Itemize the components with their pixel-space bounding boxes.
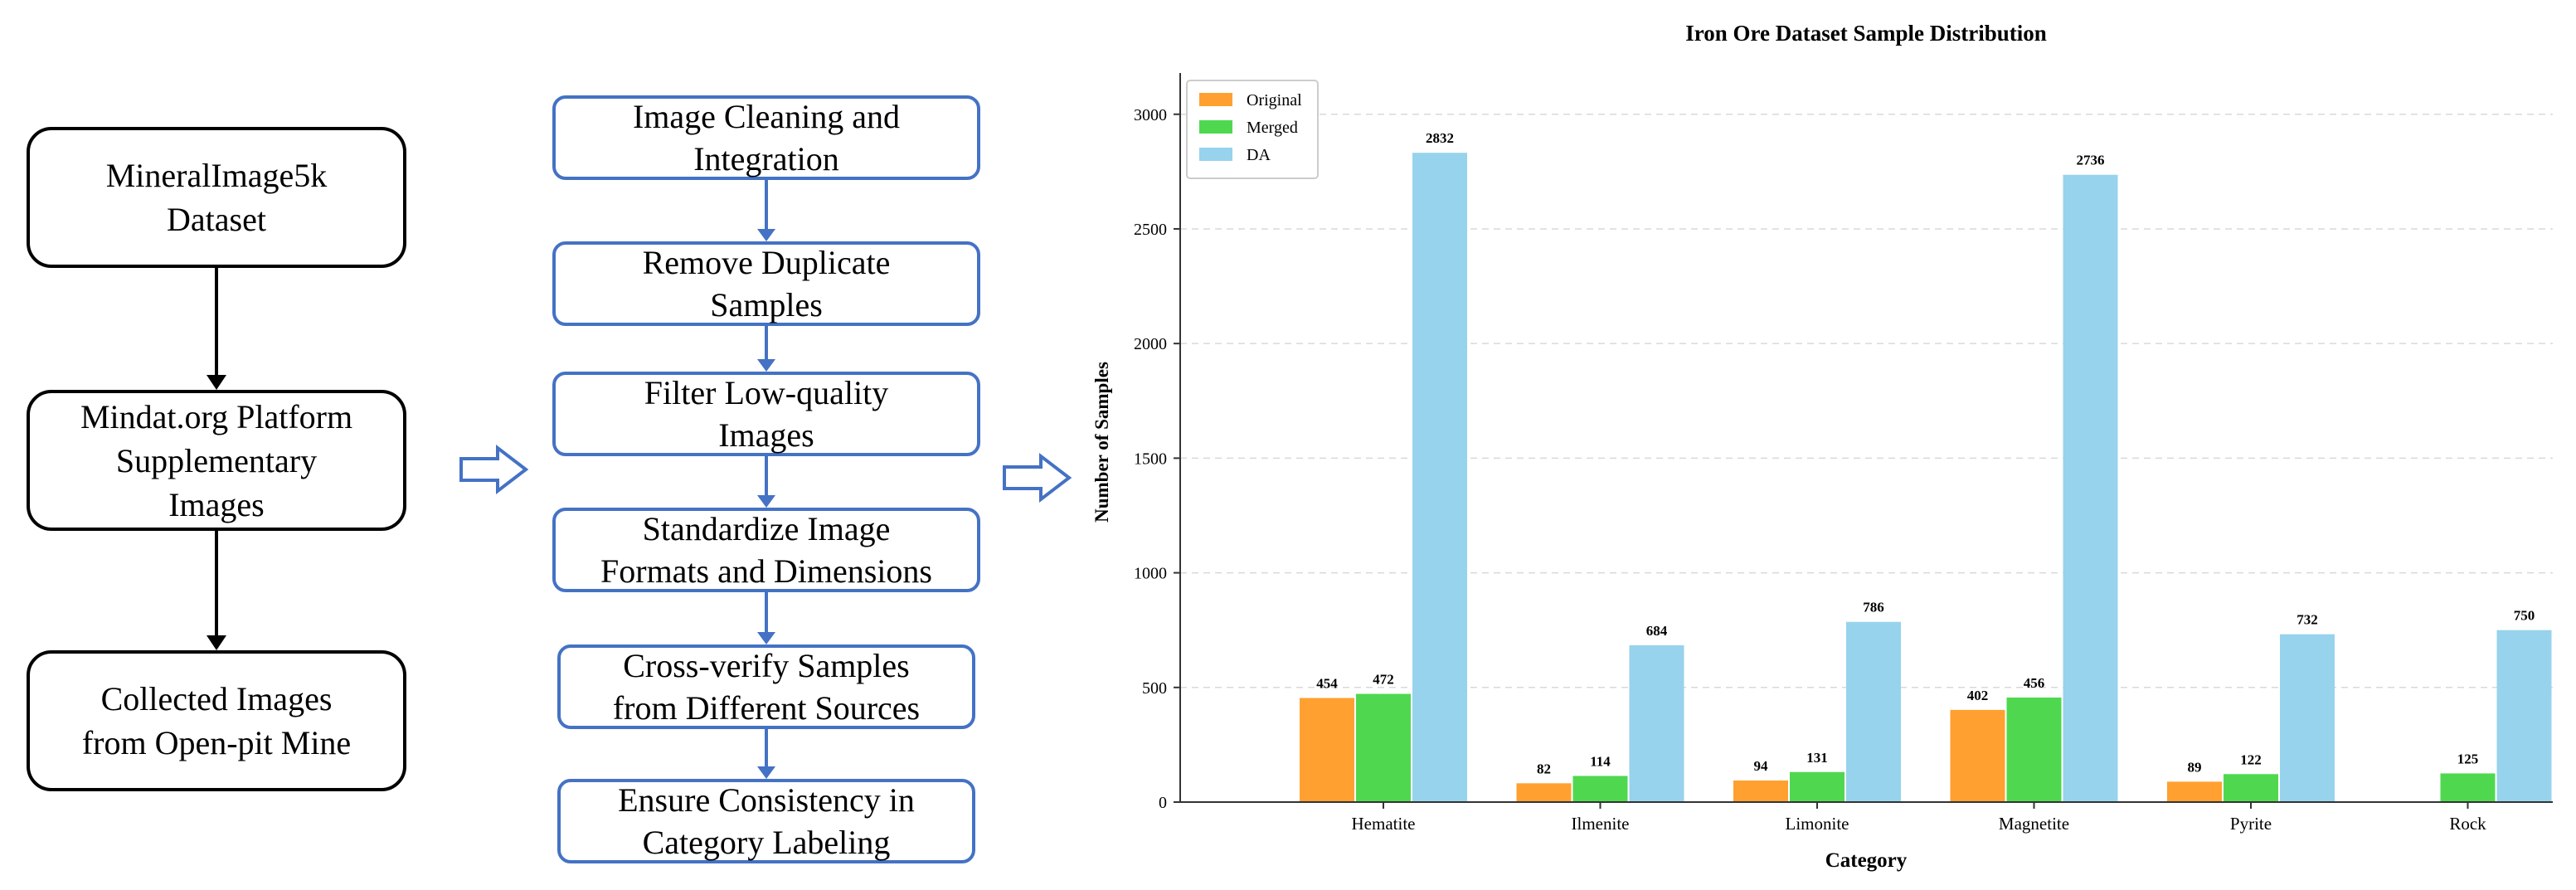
mid-connector (757, 326, 775, 372)
mid-step-consistency: Ensure Consistency in Category Labeling (557, 779, 975, 863)
legend-swatch (1199, 93, 1232, 106)
bar-chart: Iron Ore Dataset Sample Distribution Num… (1091, 21, 2553, 872)
mid-step-label: Image Cleaning and Integration (632, 98, 901, 178)
data-label: 131 (1806, 750, 1828, 766)
y-tick-label: 2000 (1134, 335, 1167, 353)
left-step-mineralimage5k: MineralImage5k Dataset (27, 127, 406, 268)
y-axis-label: Number of Samples (1091, 362, 1112, 523)
x-tick-label: Hematite (1352, 814, 1416, 834)
legend-label: Original (1247, 91, 1302, 109)
y-tick-label: 500 (1142, 679, 1167, 698)
bar-merged (2224, 774, 2278, 802)
x-tick-label: Rock (2449, 814, 2486, 834)
data-label: 82 (1537, 761, 1551, 776)
mid-step-label: Remove Duplicate Samples (642, 244, 891, 323)
hollow-right-arrow-icon (459, 444, 529, 495)
legend-swatch (1199, 120, 1232, 134)
mid-connector (757, 456, 775, 508)
bar-original (1300, 698, 1354, 802)
mid-step-standardize: Standardize Image Formats and Dimensions (552, 508, 980, 592)
bar-original (1516, 783, 1572, 802)
bar-da (1629, 644, 1684, 802)
bar-da (1846, 621, 1901, 802)
left-step-mindat: Mindat.org Platform Supplementary Images (27, 390, 406, 531)
x-tick-label: Pyrite (2230, 814, 2272, 834)
legend-label: DA (1247, 146, 1271, 164)
bar-da (2496, 630, 2552, 802)
data-label: 2736 (2077, 153, 2105, 168)
mid-connector (757, 729, 775, 779)
bar-merged (1790, 771, 1845, 802)
data-label: 684 (1646, 623, 1668, 639)
x-tick-label: Ilmenite (1572, 814, 1630, 834)
data-label: 454 (1316, 676, 1338, 692)
bar-da (2280, 634, 2335, 802)
hollow-right-arrow-icon (1003, 452, 1072, 503)
legend: Original Merged DA (1186, 80, 1319, 179)
left-connector (207, 268, 226, 390)
data-label: 94 (1754, 758, 1769, 774)
mid-step-label: Filter Low-quality Images (644, 374, 889, 454)
bar-da (2063, 174, 2118, 803)
data-label: 732 (2297, 612, 2318, 628)
bar-original (1733, 781, 1788, 802)
mid-connector (757, 592, 775, 644)
chart-title: Iron Ore Dataset Sample Distribution (1685, 21, 2047, 46)
x-tick-label: Magnetite (1999, 814, 2069, 834)
data-label: 122 (2240, 751, 2262, 767)
bar-merged (2440, 773, 2496, 802)
mid-connector (757, 180, 775, 241)
x-tick-label: Limonite (1786, 814, 1849, 834)
data-label: 786 (1863, 600, 1884, 615)
data-label: 750 (2514, 608, 2535, 624)
y-tick-label: 1000 (1134, 565, 1167, 583)
data-label: 472 (1373, 672, 1394, 688)
data-label: 89 (2188, 759, 2202, 775)
mid-step-label: Cross-verify Samples from Different Sour… (612, 647, 921, 727)
mid-step-duplicates: Remove Duplicate Samples (552, 241, 980, 326)
bar-original (2167, 781, 2222, 802)
data-label: 456 (2024, 675, 2045, 691)
y-tick-label: 1500 (1134, 450, 1167, 468)
mid-step-cleaning: Image Cleaning and Integration (552, 95, 980, 180)
left-step-label: Mindat.org Platform Supplementary Images (80, 397, 353, 523)
legend-label: Merged (1247, 119, 1298, 137)
left-step-open-pit: Collected Images from Open-pit Mine (27, 650, 406, 791)
data-label: 2832 (1426, 130, 1454, 146)
bar-da (1412, 153, 1467, 803)
bar-original (1950, 709, 2005, 802)
bar-merged (1356, 693, 1411, 802)
mid-step-label: Ensure Consistency in Category Labeling (618, 781, 915, 861)
left-step-label: MineralImage5k Dataset (105, 157, 328, 238)
bar-merged (2006, 697, 2062, 802)
bar-merged (1572, 776, 1628, 802)
y-tick-label: 3000 (1134, 106, 1167, 124)
data-label: 114 (1590, 753, 1611, 769)
x-axis-label: Category (1825, 849, 1908, 872)
mid-step-label: Standardize Image Formats and Dimensions (600, 510, 932, 590)
mid-step-crossverify: Cross-verify Samples from Different Sour… (557, 644, 975, 729)
data-label: 402 (1967, 688, 1989, 703)
mid-step-filter: Filter Low-quality Images (552, 372, 980, 456)
data-label: 125 (2457, 751, 2479, 766)
legend-swatch (1199, 148, 1232, 161)
y-tick-label: 0 (1159, 794, 1167, 812)
left-step-label: Collected Images from Open-pit Mine (81, 680, 352, 761)
y-tick-label: 2500 (1134, 221, 1167, 239)
left-connector (207, 531, 226, 650)
